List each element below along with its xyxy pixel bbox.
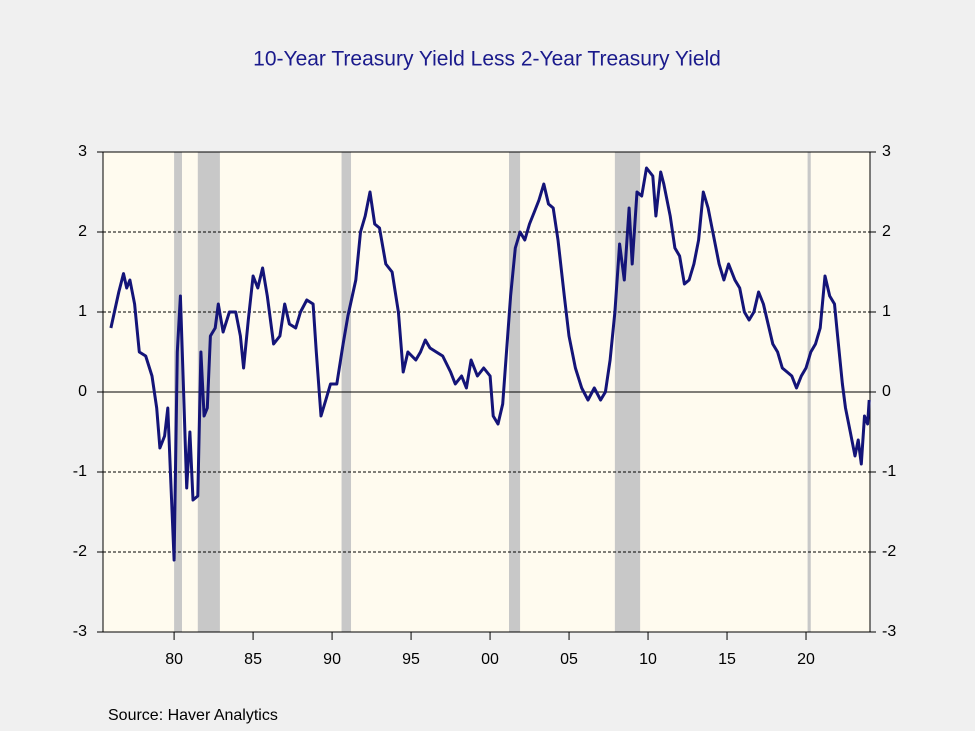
source-note: Source: Haver Analytics	[108, 707, 278, 724]
data-line	[109, 166, 871, 562]
y-tick-label: 2	[78, 223, 87, 240]
x-tick-label: 15	[718, 651, 736, 668]
plot-frame	[102, 151, 871, 633]
y2-tick-label: 2	[882, 223, 891, 240]
y-tick-label: -1	[73, 463, 87, 480]
y-tick-label: -3	[73, 623, 87, 640]
x-tick-label: 95	[402, 651, 420, 668]
x-tick-label: 05	[560, 651, 578, 668]
y-tick-label: -2	[73, 543, 87, 560]
y-tick-label: 0	[78, 383, 87, 400]
y2-tick-label: 0	[882, 383, 891, 400]
y2-tick-label: -3	[882, 623, 896, 640]
x-tick-label: 10	[639, 651, 657, 668]
y2-tick-label: -1	[882, 463, 896, 480]
chart-title: 10-Year Treasury Yield Less 2-Year Treas…	[253, 48, 721, 71]
x-tick-label: 20	[797, 651, 815, 668]
y-tick-label: 1	[78, 303, 87, 320]
y2-tick-label: -2	[882, 543, 896, 560]
x-tick-label: 90	[323, 651, 341, 668]
x-tick-label: 00	[481, 651, 499, 668]
y2-tick-label: 3	[882, 143, 891, 160]
y-tick-label: 3	[78, 143, 87, 160]
x-tick-label: 85	[244, 651, 262, 668]
x-tick-label: 80	[165, 651, 183, 668]
y2-tick-label: 1	[882, 303, 891, 320]
